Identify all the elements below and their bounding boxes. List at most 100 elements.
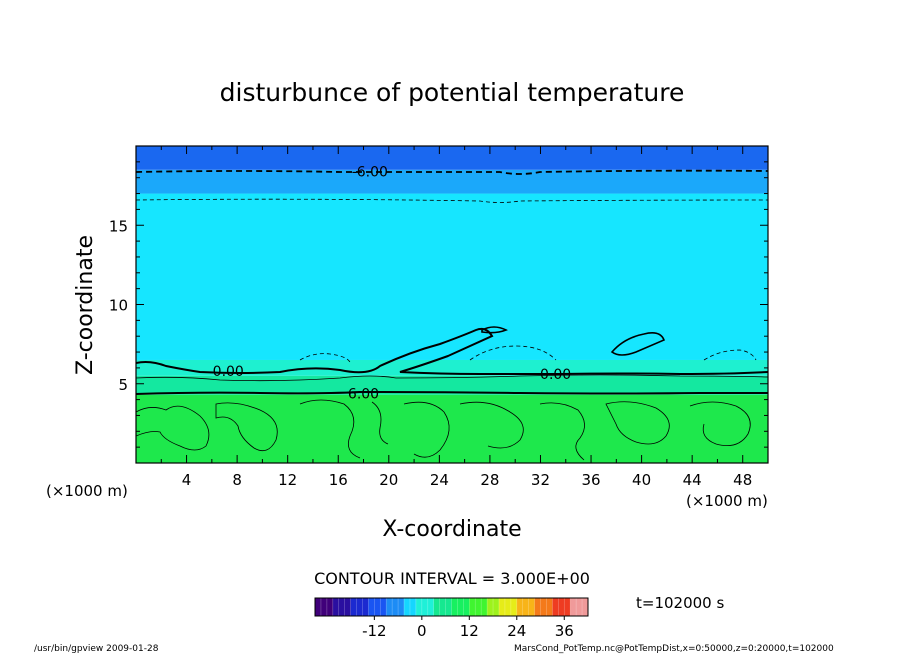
y-axis: 5 10 15 bbox=[109, 161, 768, 448]
colorbar-segment bbox=[463, 598, 470, 616]
colorbar-segment bbox=[445, 598, 452, 616]
y-tick-label: 10 bbox=[109, 297, 128, 315]
colorbar-segment bbox=[510, 598, 518, 616]
contour-line bbox=[610, 332, 666, 356]
colorbar-tick-label: 0 bbox=[417, 622, 427, 640]
plot-area: -6.00 0.00 0.00 6.00 bbox=[136, 146, 768, 463]
x-tick-label: 4 bbox=[182, 471, 192, 489]
color-band bbox=[136, 394, 768, 463]
x-axis: 4 8 12 16 20 24 28 32 36 40 44 48 bbox=[160, 146, 752, 489]
colorbar-segment bbox=[540, 598, 547, 616]
contour-label: -6.00 bbox=[352, 164, 388, 180]
colorbar-tick-label: 24 bbox=[507, 622, 526, 640]
contour-line bbox=[136, 405, 210, 451]
chart-title: disturbunce of potential temperature bbox=[220, 78, 685, 107]
colorbar-frame bbox=[314, 597, 589, 617]
y-tick-label: 15 bbox=[109, 217, 128, 235]
x-tick-label: 20 bbox=[379, 471, 398, 489]
y-tick-label: 5 bbox=[118, 376, 128, 394]
colorbar-segment bbox=[409, 598, 417, 616]
contour-line bbox=[459, 401, 524, 449]
contour-line bbox=[539, 402, 585, 461]
colorbar-tick-label: -12 bbox=[362, 622, 387, 640]
x-tick-label: 40 bbox=[632, 471, 651, 489]
colorbar-segment bbox=[386, 598, 393, 616]
x-tick-label: 16 bbox=[329, 471, 348, 489]
x-axis-unit-left: (×1000 m) bbox=[46, 482, 128, 500]
x-axis-label: X-coordinate bbox=[382, 517, 521, 542]
colorbar-segment bbox=[451, 598, 458, 616]
colorbar-segment bbox=[498, 598, 506, 616]
contour-labels: -6.00 0.00 0.00 6.00 bbox=[213, 164, 572, 402]
colorbar-segment bbox=[320, 598, 328, 616]
x-tick-label: 44 bbox=[683, 471, 702, 489]
contour-interval: CONTOUR INTERVAL = 3.000E+00 bbox=[314, 569, 590, 588]
color-band bbox=[136, 193, 768, 360]
y-axis-label: Z-coordinate bbox=[73, 235, 98, 375]
x-tick-label: 24 bbox=[430, 471, 449, 489]
colorbar-segment bbox=[356, 598, 363, 616]
contour-line bbox=[136, 169, 768, 175]
x-tick-label: 36 bbox=[581, 471, 600, 489]
colorbar-segment bbox=[582, 598, 589, 616]
colorbar-segment bbox=[481, 598, 488, 616]
time-label: t=102000 s bbox=[636, 594, 724, 612]
colorbar-segment bbox=[516, 598, 524, 616]
contour-line bbox=[689, 401, 751, 447]
x-axis-unit-right: (×1000 m) bbox=[686, 492, 768, 510]
colorbar-segment bbox=[433, 598, 441, 616]
colorbar-segment bbox=[552, 598, 559, 616]
footer-right: MarsCond_PotTemp.nc@PotTempDist,x=0:5000… bbox=[514, 644, 834, 654]
colorbar-segment bbox=[404, 598, 411, 616]
contour-label: 0.00 bbox=[540, 367, 571, 383]
colorbar bbox=[314, 598, 589, 616]
contour-line bbox=[136, 327, 768, 376]
colorbar-segment bbox=[570, 598, 577, 616]
colorbar-segment bbox=[534, 598, 542, 616]
colorbar-segment bbox=[374, 598, 381, 616]
x-tick-label: 8 bbox=[232, 471, 242, 489]
contour-line bbox=[136, 374, 768, 382]
colorbar-segment bbox=[338, 598, 346, 616]
colorbar-tick-label: 36 bbox=[555, 622, 574, 640]
colorbar-ticks: -12 0 12 24 36 bbox=[362, 616, 574, 640]
contour-line bbox=[371, 401, 389, 445]
colorbar-segment bbox=[421, 598, 429, 616]
x-tick-label: 32 bbox=[531, 471, 550, 489]
colorbar-segment bbox=[576, 598, 583, 616]
contour-line bbox=[605, 401, 670, 445]
colorbar-segment bbox=[415, 598, 423, 616]
colorbar-segment bbox=[493, 598, 500, 616]
footer-left: /usr/bin/gpview 2009-01-28 bbox=[34, 644, 159, 654]
colorbar-segment bbox=[558, 598, 565, 616]
contour-line bbox=[136, 390, 768, 395]
contour-line bbox=[299, 399, 361, 459]
colorbar-segment bbox=[398, 598, 405, 616]
colorbar-segment bbox=[475, 598, 482, 616]
contour-line bbox=[215, 402, 278, 452]
colorbar-segment bbox=[362, 598, 369, 616]
contour-line bbox=[481, 326, 508, 334]
colorbar-segment bbox=[439, 598, 447, 616]
contour-lines bbox=[136, 169, 768, 461]
contour-label: 6.00 bbox=[348, 386, 379, 402]
colorbar-segment bbox=[564, 598, 571, 616]
x-tick-label: 48 bbox=[733, 471, 752, 489]
colorbar-segment bbox=[380, 598, 387, 616]
contour-line bbox=[469, 345, 557, 361]
colorbar-segment bbox=[427, 598, 435, 616]
colorbar-segment bbox=[315, 598, 322, 616]
colorbar-segment bbox=[546, 598, 553, 616]
contour-label: 0.00 bbox=[213, 364, 244, 380]
color-band bbox=[136, 169, 768, 194]
colorbar-segment bbox=[350, 598, 358, 616]
colorbar-segment bbox=[522, 598, 530, 616]
x-tick-label: 28 bbox=[480, 471, 499, 489]
colorbar-segment bbox=[457, 598, 464, 616]
color-band bbox=[136, 146, 768, 170]
colorbar-tick-label: 12 bbox=[460, 622, 479, 640]
color-band bbox=[136, 359, 768, 376]
x-tick-label: 12 bbox=[278, 471, 297, 489]
